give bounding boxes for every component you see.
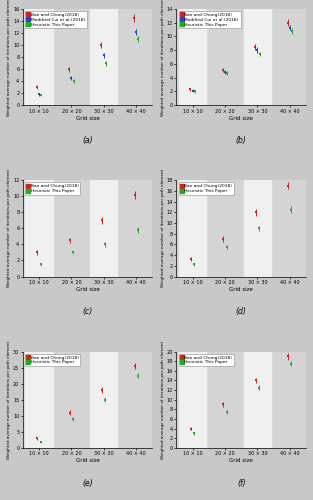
Bar: [179, 180, 206, 276]
Bar: [90, 9, 117, 105]
Y-axis label: Weighted average number of iterations per path element: Weighted average number of iterations pe…: [7, 0, 11, 116]
Bar: [179, 352, 206, 448]
X-axis label: Grid size: Grid size: [76, 458, 100, 464]
Bar: [25, 180, 53, 276]
Bar: [179, 9, 206, 105]
Y-axis label: Weighted average number of iterations per path element: Weighted average number of iterations pe…: [161, 0, 165, 116]
Legend: Bae and Chung(2018), Heuristic This Paper: Bae and Chung(2018), Heuristic This Pape…: [25, 354, 80, 366]
X-axis label: Grid size: Grid size: [229, 287, 253, 292]
X-axis label: Grid size: Grid size: [76, 287, 100, 292]
Legend: Bae and Chung(2018), Heuristic This Paper: Bae and Chung(2018), Heuristic This Pape…: [179, 354, 234, 366]
X-axis label: Grid size: Grid size: [76, 116, 100, 121]
Text: (e): (e): [82, 478, 93, 488]
Text: (f): (f): [237, 478, 246, 488]
Bar: [244, 180, 271, 276]
Bar: [90, 352, 117, 448]
Legend: Bae and Chung(2018), Heuristic This Paper: Bae and Chung(2018), Heuristic This Pape…: [179, 182, 234, 195]
Text: (b): (b): [236, 136, 247, 145]
Y-axis label: Weighted average number of iterations per path element: Weighted average number of iterations pe…: [161, 340, 165, 458]
Bar: [244, 9, 271, 105]
Bar: [90, 180, 117, 276]
Text: (c): (c): [82, 308, 93, 316]
Y-axis label: Weighted average number of iterations per path element: Weighted average number of iterations pe…: [161, 170, 165, 288]
Legend: Bae and Chung(2018), Modified Cui et al.(2018), Heuristic This Paper: Bae and Chung(2018), Modified Cui et al.…: [179, 11, 240, 28]
Bar: [25, 9, 53, 105]
Y-axis label: Weighted average number of iterations per path element: Weighted average number of iterations pe…: [7, 340, 11, 458]
Text: (a): (a): [82, 136, 93, 145]
X-axis label: Grid size: Grid size: [229, 116, 253, 121]
Y-axis label: Weighted average number of iterations per path element: Weighted average number of iterations pe…: [7, 170, 11, 288]
X-axis label: Grid size: Grid size: [229, 458, 253, 464]
Legend: Bae and Chung(2018), Modified Cui et al.(2018), Heuristic This Paper: Bae and Chung(2018), Modified Cui et al.…: [25, 11, 87, 28]
Text: (d): (d): [236, 308, 247, 316]
Legend: Bae and Chung(2018), Heuristic This Paper: Bae and Chung(2018), Heuristic This Pape…: [25, 182, 80, 195]
Bar: [25, 352, 53, 448]
Bar: [244, 352, 271, 448]
